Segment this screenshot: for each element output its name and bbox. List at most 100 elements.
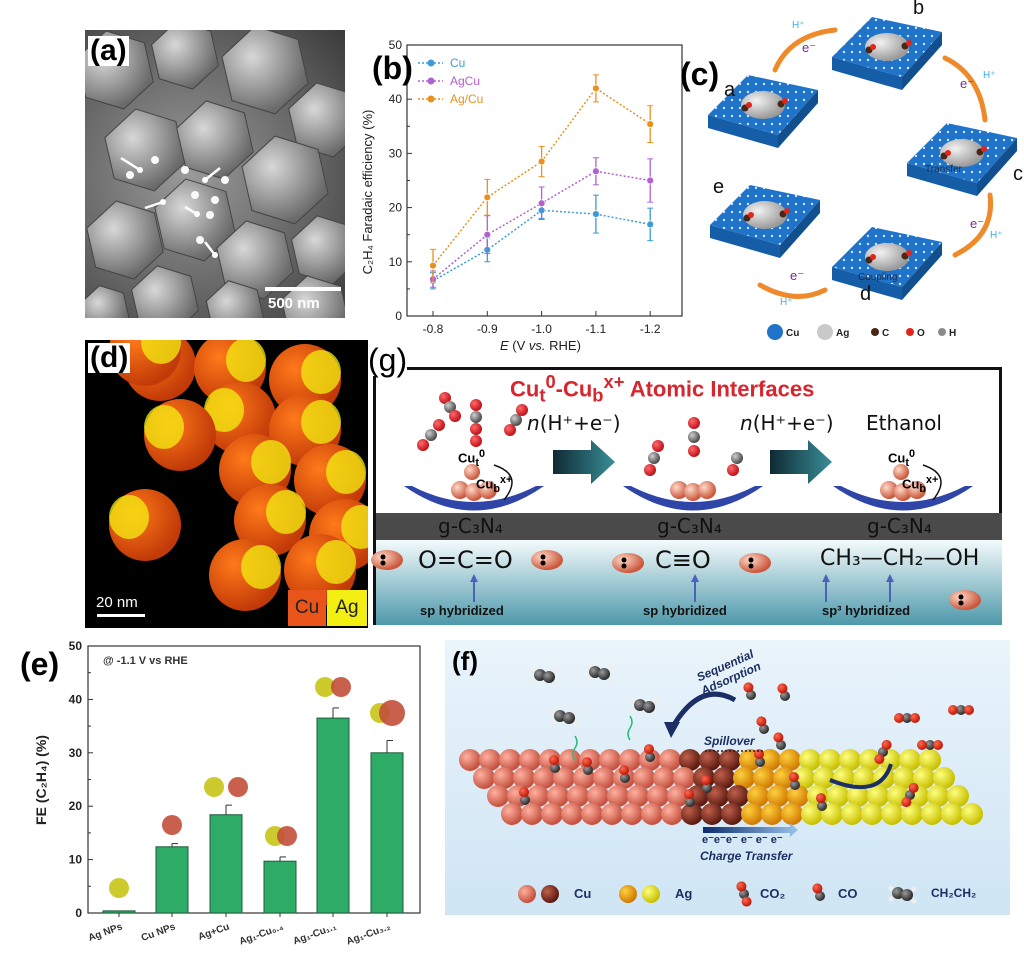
electron-label: e⁻	[960, 76, 974, 91]
c-atom	[563, 712, 575, 724]
exchange-arrow-icon	[922, 464, 942, 501]
legend-ag-icon	[642, 885, 660, 903]
h-atom	[608, 665, 614, 671]
h-atom	[550, 708, 556, 714]
slab-side	[710, 225, 780, 258]
x-tick-label: -1.0	[531, 322, 552, 336]
legend-atom-Cu	[767, 324, 783, 340]
y-tick-label: 50	[69, 639, 83, 653]
c-atom	[634, 699, 646, 711]
atom	[516, 404, 528, 416]
o-atom	[906, 40, 912, 46]
y-tick-label: 20	[389, 201, 403, 215]
panel-g-title: Cut0-Cubx+ Atomic Interfaces	[510, 371, 814, 407]
surface-atom	[641, 803, 663, 825]
surface-atom	[901, 803, 923, 825]
surface-atom	[581, 803, 603, 825]
surface-atom	[561, 803, 583, 825]
cu: Cu	[902, 476, 920, 492]
atom	[688, 445, 700, 457]
atom	[652, 440, 664, 452]
legend-atom-C	[871, 328, 879, 336]
atom	[688, 417, 700, 429]
atom	[504, 424, 516, 436]
y-tick-label: 0	[75, 906, 82, 920]
surface-atom	[773, 767, 795, 789]
cu-atom	[908, 481, 926, 499]
c-atom	[620, 773, 630, 783]
electron-dot	[380, 560, 386, 566]
y-tick-label: 10	[389, 255, 403, 269]
eds-scale-bar	[97, 614, 145, 617]
atom	[470, 399, 482, 411]
arrow-head	[470, 574, 478, 582]
ag-particle-icon	[204, 777, 224, 797]
transfer-label: Transfer	[925, 164, 963, 175]
coupling-label: Coupling	[858, 272, 897, 283]
h-e: (H⁺+e⁻)	[539, 411, 621, 435]
o-atom	[964, 705, 974, 715]
legend-marker	[427, 59, 435, 67]
slab-side	[977, 138, 1017, 196]
surface-atom	[553, 767, 575, 789]
h-atom	[630, 708, 636, 714]
legend-cu: Cu	[288, 590, 326, 626]
data-point	[483, 230, 492, 239]
sub: t	[905, 456, 909, 469]
ag-nanoparticle	[126, 171, 134, 179]
panel-d-label: (d)	[88, 341, 131, 374]
legend-label: H	[949, 328, 956, 339]
c-atom	[956, 705, 966, 715]
n: n	[527, 411, 540, 435]
xlabel-part: (V	[508, 338, 529, 353]
surface-atom	[701, 803, 723, 825]
sem-image	[85, 30, 345, 318]
ag-cluster	[865, 33, 909, 61]
ag-nanoparticle	[206, 211, 214, 219]
desorption-arrow-icon	[627, 715, 633, 741]
t3: 0	[545, 371, 556, 392]
slab-side	[778, 90, 818, 148]
o-atom	[777, 683, 788, 694]
x-tick-label: -0.9	[477, 322, 498, 336]
state-label: c	[1013, 163, 1023, 185]
h-atom	[585, 664, 591, 670]
surface-atom	[861, 803, 883, 825]
surface-atom	[721, 803, 743, 825]
o-atom	[782, 98, 788, 104]
proton-label: H⁺	[780, 297, 793, 308]
surface-atom	[881, 803, 903, 825]
cu-particle	[205, 280, 264, 318]
ag-domain	[144, 405, 184, 449]
cu-particle	[216, 220, 294, 300]
arrow-head	[886, 574, 894, 582]
site-bottom-1: Cubx+	[476, 474, 512, 495]
surface-atom	[921, 803, 943, 825]
surface-atom	[493, 767, 515, 789]
surface-atom	[867, 785, 889, 807]
surface-atom	[781, 803, 803, 825]
surface-atom	[487, 785, 509, 807]
process-arrow-icon	[770, 440, 832, 484]
ag-particle-icon	[109, 878, 129, 898]
h-atom	[888, 885, 894, 891]
cu-particle	[104, 108, 186, 192]
c-atom	[598, 668, 610, 680]
surface-atom	[521, 803, 543, 825]
support-arc	[404, 486, 544, 511]
surface-atom	[659, 749, 681, 771]
cu: Cu	[458, 450, 476, 466]
o-atom	[548, 755, 559, 766]
surface-atom	[713, 767, 735, 789]
o-atom	[746, 102, 752, 108]
f-legend-co2: CO₂	[760, 886, 786, 901]
surface-atom	[479, 749, 501, 771]
surface-atom	[819, 749, 841, 771]
h-atom	[553, 668, 559, 674]
t7: Atomic Interfaces	[624, 376, 815, 402]
o-atom	[773, 732, 784, 743]
arrow-icon	[144, 200, 164, 210]
surface-atom	[787, 785, 809, 807]
